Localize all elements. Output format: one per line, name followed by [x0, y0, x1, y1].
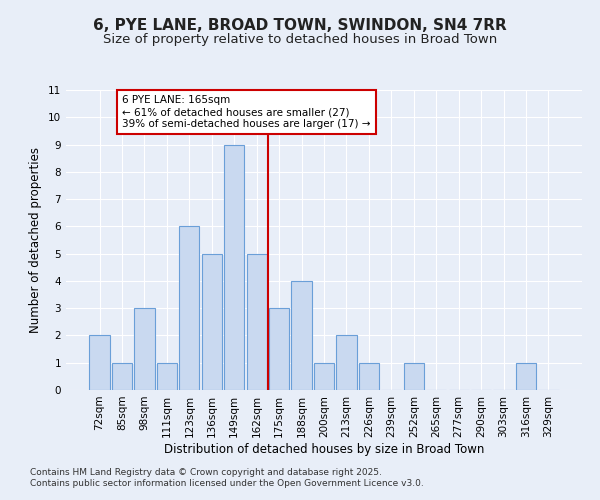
Bar	[202, 254, 222, 390]
Bar	[89, 336, 110, 390]
Bar	[516, 362, 536, 390]
Bar	[269, 308, 289, 390]
Text: Contains HM Land Registry data © Crown copyright and database right 2025.
Contai: Contains HM Land Registry data © Crown c…	[30, 468, 424, 487]
Bar	[359, 362, 379, 390]
Text: 6 PYE LANE: 165sqm
← 61% of detached houses are smaller (27)
39% of semi-detache: 6 PYE LANE: 165sqm ← 61% of detached hou…	[122, 96, 370, 128]
Bar	[157, 362, 177, 390]
X-axis label: Distribution of detached houses by size in Broad Town: Distribution of detached houses by size …	[164, 442, 484, 456]
Bar	[337, 336, 356, 390]
Text: 6, PYE LANE, BROAD TOWN, SWINDON, SN4 7RR: 6, PYE LANE, BROAD TOWN, SWINDON, SN4 7R…	[93, 18, 507, 32]
Y-axis label: Number of detached properties: Number of detached properties	[29, 147, 43, 333]
Bar	[247, 254, 267, 390]
Text: Size of property relative to detached houses in Broad Town: Size of property relative to detached ho…	[103, 32, 497, 46]
Bar	[314, 362, 334, 390]
Bar	[292, 281, 311, 390]
Bar	[404, 362, 424, 390]
Bar	[112, 362, 132, 390]
Bar	[179, 226, 199, 390]
Bar	[134, 308, 155, 390]
Bar	[224, 144, 244, 390]
